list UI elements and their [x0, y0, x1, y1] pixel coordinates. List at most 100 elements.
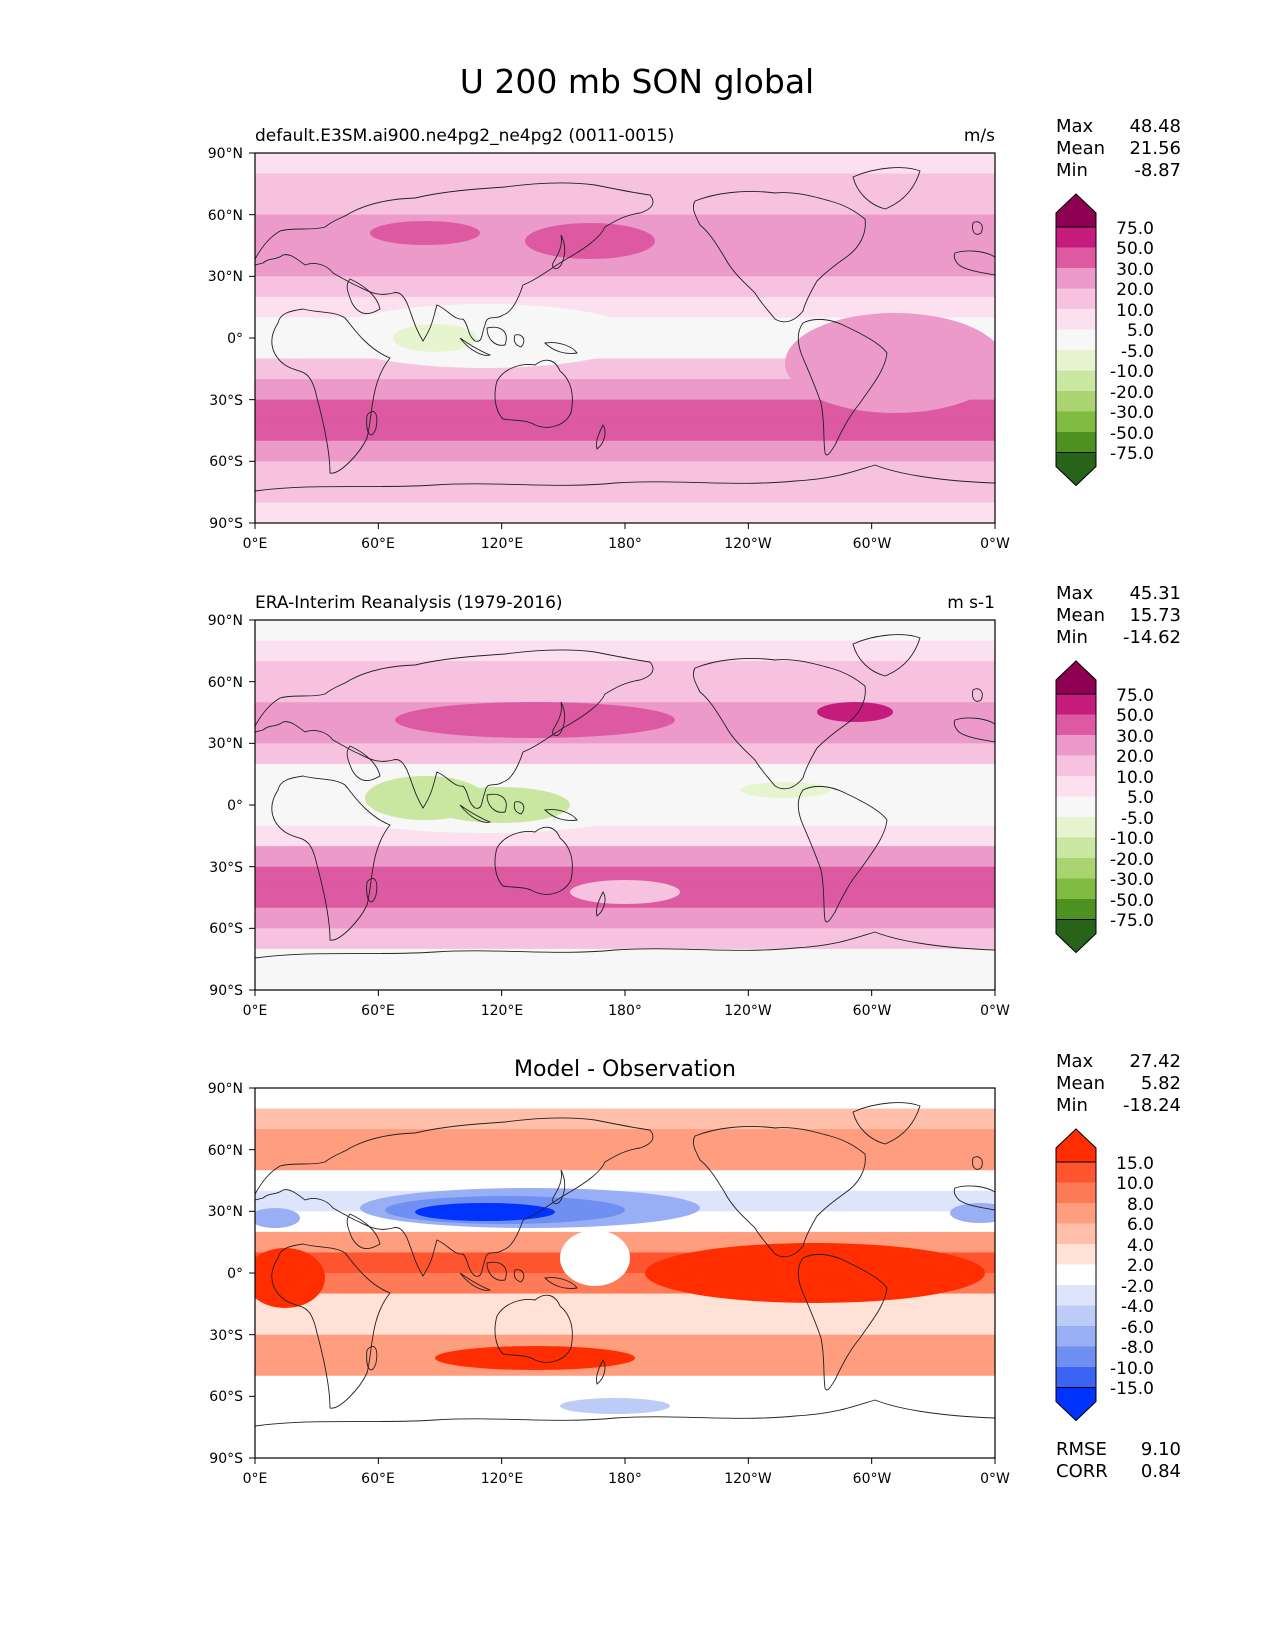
panel-model-title-left: default.E3SM.ai900.ne4pg2_ne4pg2 (0011-0… [255, 126, 674, 146]
x-tick-label: 0°W [980, 536, 1010, 552]
panel-model-x-tick-labels: 0°E 60°E 120°E 180° 120°W 60°W 0°W [243, 536, 1010, 552]
panel-diff-metrics: RMSE 9.10 CORR 0.84 [1056, 1439, 1181, 1482]
latitude-band [255, 1088, 995, 1110]
y-tick-label: 60°N [208, 675, 243, 691]
y-tick-label: 90°S [209, 983, 243, 999]
colorbar-segment [1056, 735, 1096, 756]
diff-tropical-pacific-positive [645, 1243, 985, 1303]
x-tick-label: 120°E [481, 1003, 524, 1019]
x-tick-label: 60°E [361, 536, 395, 552]
x-tick-label: 60°W [853, 1003, 892, 1019]
colorbar-label: -5.0 [1121, 809, 1154, 829]
latitude-band [255, 276, 995, 298]
model-tropical-easterly-region [330, 304, 640, 368]
latitude-band [255, 1129, 995, 1151]
panel-model-stats: Max 48.48 Mean 21.56 Min -8.87 [1056, 116, 1181, 181]
panel-diff-features [255, 1188, 995, 1414]
x-tick-label: 180° [608, 1003, 642, 1019]
latitude-band [255, 825, 995, 847]
colorbar-extend-min [1055, 452, 1097, 487]
colorbar-label: -20.0 [1110, 850, 1154, 870]
colorbar-segment [1056, 1326, 1096, 1347]
latitude-band [255, 1334, 995, 1356]
colorbar-extend-max [1055, 660, 1097, 695]
obs-east-pacific-negative [740, 782, 830, 798]
obs-maritime-negative [430, 787, 570, 823]
panel-diff-colorbar [1055, 1128, 1097, 1422]
colorbar-label: 10.0 [1116, 1174, 1154, 1194]
colorbar-segment [1056, 329, 1096, 351]
latitude-band [255, 420, 995, 442]
metric-label: RMSE [1056, 1439, 1107, 1460]
colorbar-label: -6.0 [1121, 1318, 1154, 1338]
panel-obs-title-right: m s-1 [947, 593, 995, 613]
diff-west-negative [255, 1208, 300, 1228]
panel-diff-stats: Max 27.42 Mean 5.82 Min -18.24 [1056, 1051, 1181, 1116]
metric-value: 0.84 [1141, 1461, 1181, 1482]
colorbar-label: 30.0 [1116, 260, 1154, 280]
panel-diff-x-tick-labels: 0°E 60°E 120°E 180° 120°W 60°W 0°W [243, 1471, 1010, 1487]
colorbar-label: 75.0 [1116, 219, 1154, 239]
latitude-band [255, 502, 995, 523]
colorbar-segment [1056, 432, 1096, 453]
colorbar-segment [1056, 411, 1096, 433]
colorbar-label: -10.0 [1110, 829, 1154, 849]
colorbar-label: -4.0 [1121, 1297, 1154, 1317]
colorbar-label: -5.0 [1121, 342, 1154, 362]
panel-obs-colorbar [1055, 660, 1097, 954]
colorbar-extend-max [1055, 193, 1097, 228]
colorbar-label: 6.0 [1127, 1215, 1154, 1235]
latitude-band [255, 743, 995, 765]
colorbar-segment [1056, 1264, 1096, 1286]
panel-obs-axis-ticks [249, 619, 996, 996]
y-tick-label: 90°N [208, 613, 243, 629]
latitude-band [255, 1149, 995, 1171]
panel-diff: Model - Observation 90°N 60°N 30 [208, 1051, 1181, 1487]
colorbar-extend-min [1055, 919, 1097, 954]
colorbar-segment [1056, 837, 1096, 859]
colorbar-segment [1056, 227, 1096, 248]
x-tick-label: 60°W [853, 536, 892, 552]
y-tick-label: 60°N [208, 208, 243, 224]
colorbar-segment [1056, 350, 1096, 371]
colorbar-label: 20.0 [1116, 747, 1154, 767]
stat-label: Min [1056, 160, 1088, 181]
latitude-band [255, 620, 995, 642]
latitude-band [255, 194, 995, 216]
diff-sh-positive-core [435, 1346, 635, 1370]
stat-value: 21.56 [1129, 138, 1181, 159]
stat-value: -18.24 [1123, 1095, 1181, 1116]
model-east-pacific-westerly [785, 313, 995, 413]
colorbar-label: 30.0 [1116, 727, 1154, 747]
colorbar-extend-min [1055, 1387, 1097, 1422]
metric-value: 9.10 [1141, 1439, 1181, 1460]
stat-value: 27.42 [1129, 1051, 1181, 1072]
stat-label: Mean [1056, 605, 1105, 626]
diff-sh-negative [560, 1398, 670, 1414]
latitude-band [255, 1170, 995, 1192]
panel-obs-x-tick-labels: 0°E 60°E 120°E 180° 120°W 60°W 0°W [243, 1003, 1010, 1019]
y-tick-label: 30°S [209, 860, 243, 876]
latitude-band [255, 640, 995, 662]
diff-atlantic-negative [950, 1203, 995, 1223]
colorbar-segment [1056, 288, 1096, 310]
y-tick-label: 90°S [209, 1451, 243, 1467]
x-tick-label: 120°W [724, 536, 772, 552]
latitude-band [255, 440, 995, 462]
model-nh-jet-core-asia [370, 221, 480, 245]
y-tick-label: 30°S [209, 1328, 243, 1344]
x-tick-label: 120°E [481, 1471, 524, 1487]
latitude-band [255, 866, 995, 888]
colorbar-label: -10.0 [1110, 1359, 1154, 1379]
panel-model-map [255, 153, 995, 523]
y-tick-label: 30°S [209, 393, 243, 409]
y-tick-label: 90°N [208, 146, 243, 162]
latitude-band [255, 948, 995, 970]
diff-nh-jet-negative-core [415, 1203, 555, 1221]
colorbar-segment [1056, 796, 1096, 818]
colorbar-label: -50.0 [1110, 891, 1154, 911]
colorbar-label: -8.0 [1121, 1338, 1154, 1358]
colorbar-label: 5.0 [1127, 788, 1154, 808]
colorbar-label: -10.0 [1110, 362, 1154, 382]
stat-value: 15.73 [1129, 605, 1181, 626]
